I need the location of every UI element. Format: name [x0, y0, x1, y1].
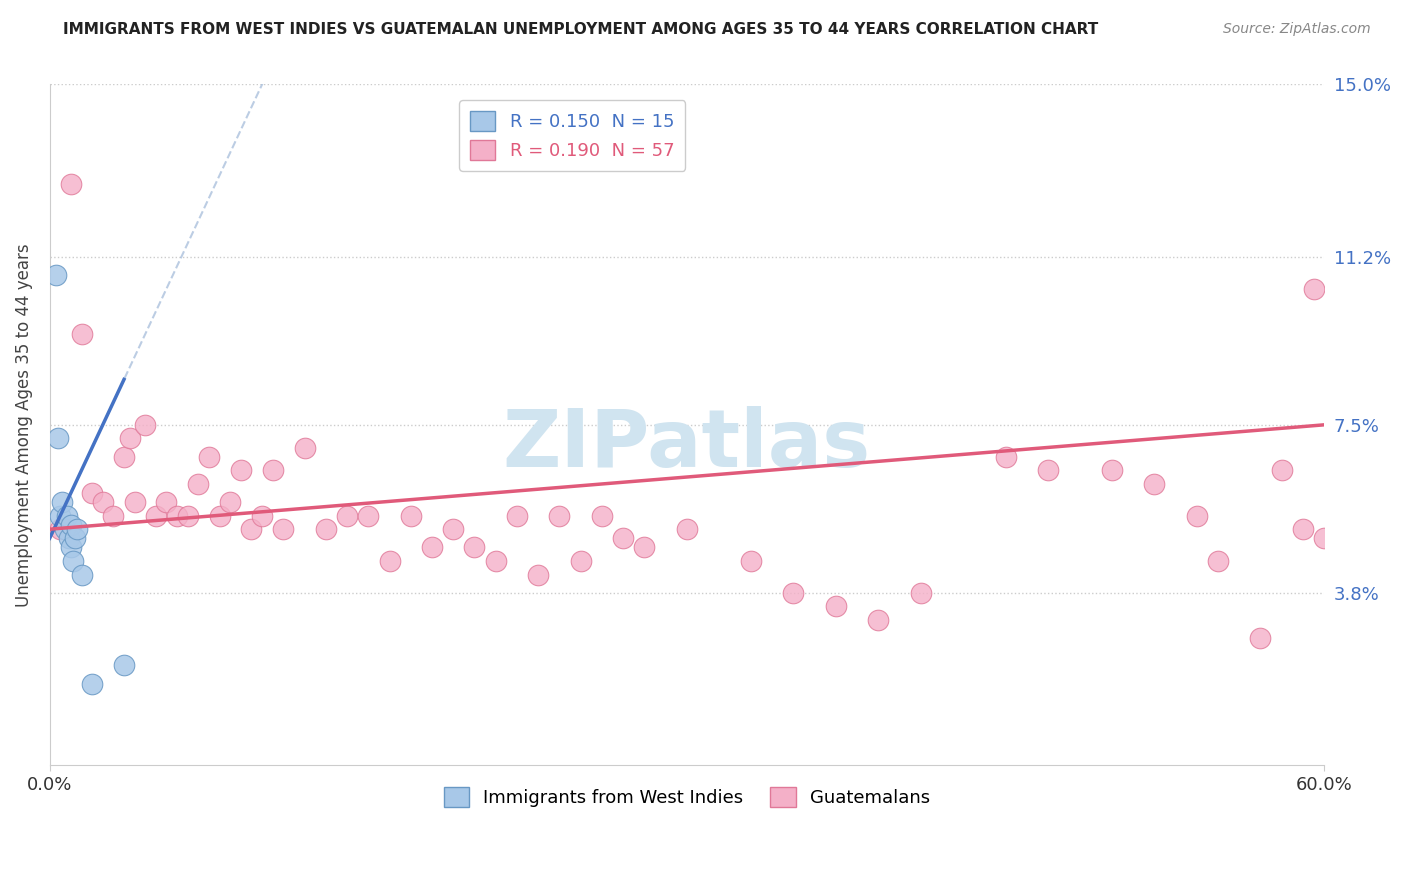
Text: IMMIGRANTS FROM WEST INDIES VS GUATEMALAN UNEMPLOYMENT AMONG AGES 35 TO 44 YEARS: IMMIGRANTS FROM WEST INDIES VS GUATEMALA…: [63, 22, 1098, 37]
Point: [1185, 508, 1208, 523]
Point: [315, 522, 337, 536]
Point: [124, 495, 146, 509]
Point: [782, 586, 804, 600]
Point: [219, 495, 242, 509]
Point: [868, 613, 890, 627]
Point: [485, 554, 508, 568]
Point: [120, 432, 142, 446]
Point: [1302, 282, 1324, 296]
Point: [1206, 554, 1229, 568]
Point: [51, 495, 73, 509]
Point: [633, 541, 655, 555]
Point: [506, 508, 529, 523]
Point: [1101, 463, 1123, 477]
Point: [112, 658, 135, 673]
Point: [1036, 463, 1059, 477]
Point: [45, 268, 67, 282]
Point: [357, 508, 380, 523]
Point: [70, 327, 93, 342]
Point: [198, 450, 221, 464]
Point: [463, 541, 485, 555]
Point: [612, 531, 634, 545]
Point: [740, 554, 762, 568]
Point: [177, 508, 200, 523]
Point: [58, 531, 80, 545]
Point: [70, 567, 93, 582]
Point: [59, 178, 82, 192]
Point: [994, 450, 1017, 464]
Point: [1313, 531, 1336, 545]
Point: [134, 417, 156, 432]
Point: [1249, 631, 1271, 645]
Point: [82, 486, 104, 500]
Point: [112, 450, 135, 464]
Point: [824, 599, 846, 614]
Point: [49, 522, 72, 536]
Point: [53, 522, 76, 536]
Point: [103, 508, 125, 523]
Point: [336, 508, 359, 523]
Point: [55, 508, 77, 523]
Point: [91, 495, 114, 509]
Point: [548, 508, 571, 523]
Point: [378, 554, 401, 568]
Point: [187, 476, 209, 491]
Point: [229, 463, 252, 477]
Point: [273, 522, 295, 536]
Point: [294, 441, 316, 455]
Point: [59, 517, 82, 532]
Point: [46, 432, 69, 446]
Point: [910, 586, 932, 600]
Point: [1271, 463, 1294, 477]
Point: [250, 508, 273, 523]
Point: [1292, 522, 1315, 536]
Point: [1143, 476, 1166, 491]
Legend: Immigrants from West Indies, Guatemalans: Immigrants from West Indies, Guatemalans: [436, 780, 938, 814]
Point: [676, 522, 699, 536]
Point: [66, 522, 89, 536]
Point: [399, 508, 422, 523]
Point: [82, 676, 104, 690]
Point: [62, 554, 84, 568]
Point: [63, 531, 86, 545]
Point: [240, 522, 263, 536]
Text: ZIPatlas: ZIPatlas: [503, 406, 872, 484]
Y-axis label: Unemployment Among Ages 35 to 44 years: Unemployment Among Ages 35 to 44 years: [15, 243, 32, 607]
Point: [569, 554, 592, 568]
Point: [441, 522, 464, 536]
Point: [145, 508, 167, 523]
Point: [420, 541, 443, 555]
Point: [166, 508, 188, 523]
Point: [527, 567, 550, 582]
Point: [155, 495, 177, 509]
Point: [49, 508, 72, 523]
Point: [262, 463, 284, 477]
Text: Source: ZipAtlas.com: Source: ZipAtlas.com: [1223, 22, 1371, 37]
Point: [208, 508, 231, 523]
Point: [591, 508, 613, 523]
Point: [59, 541, 82, 555]
